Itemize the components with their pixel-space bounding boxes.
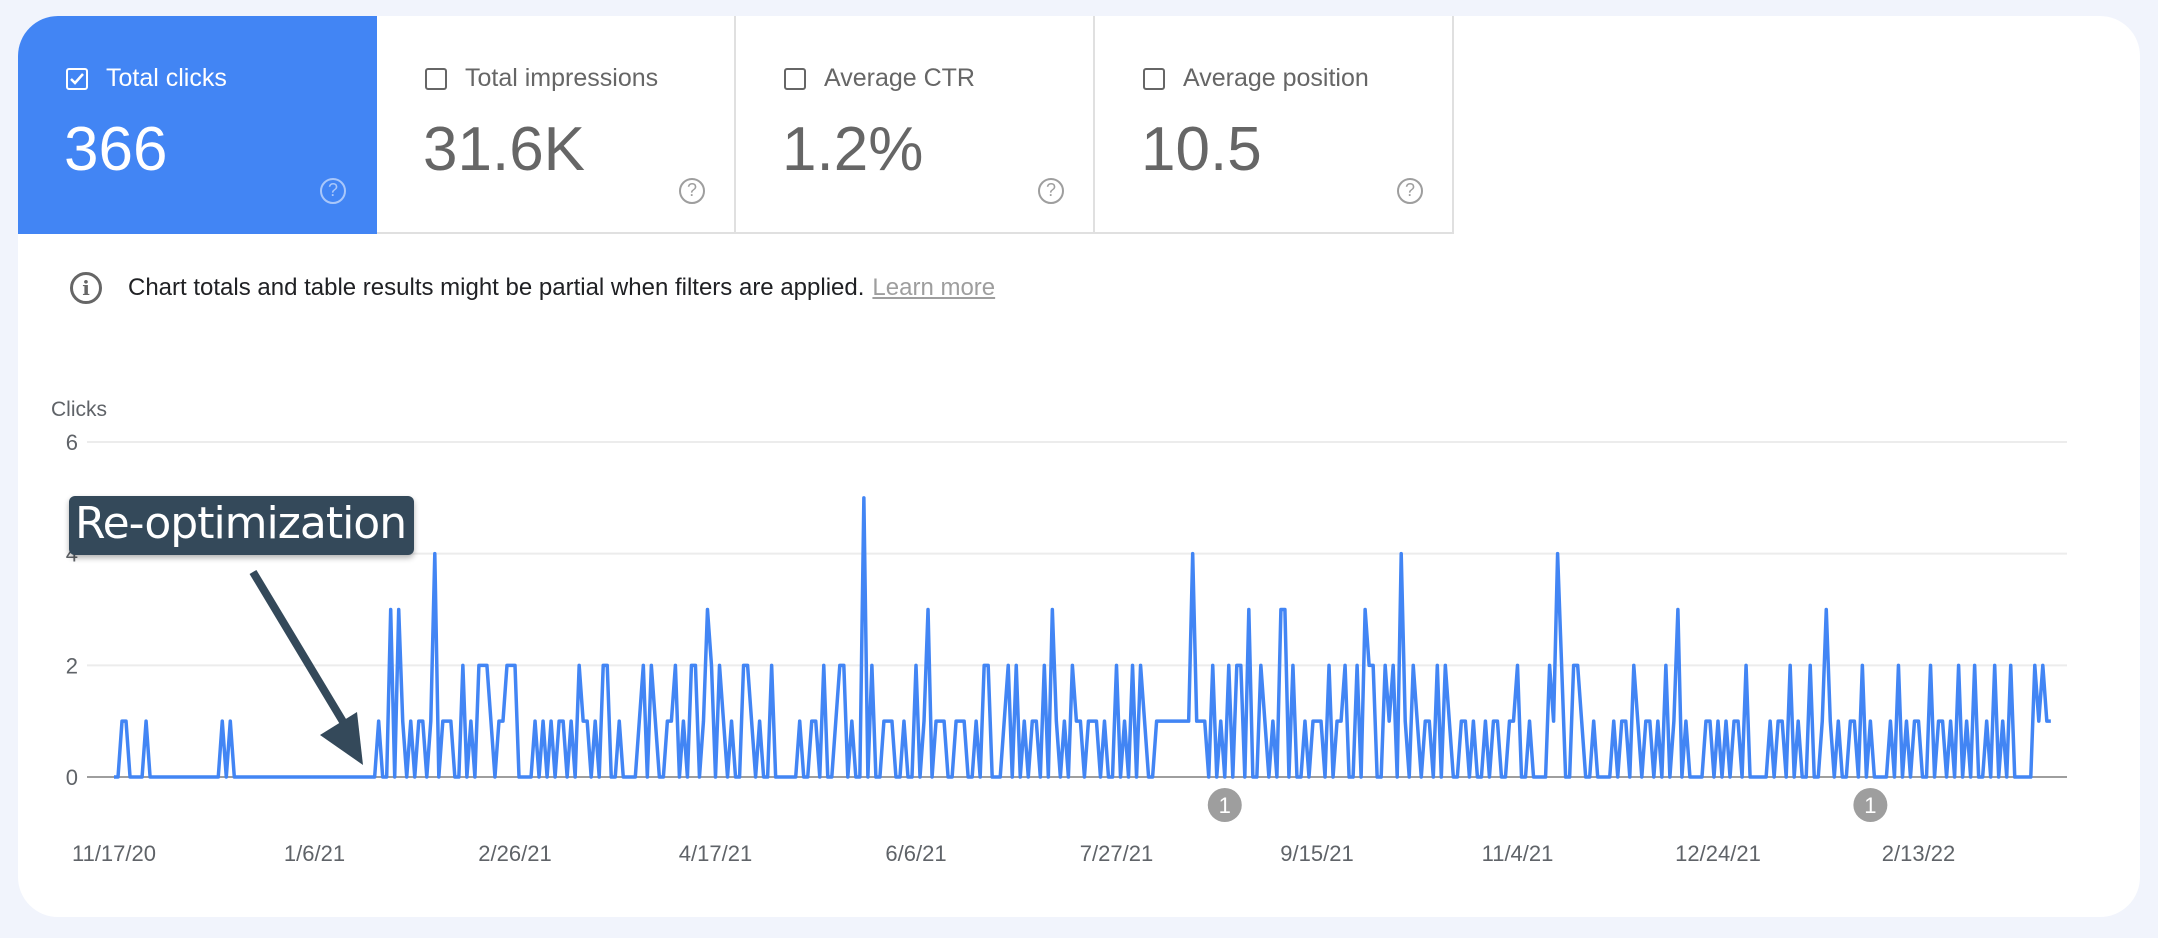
checkbox[interactable] xyxy=(425,68,447,90)
x-tick-label: 12/24/21 xyxy=(1675,841,1761,866)
metric-tile-total-clicks[interactable]: Total clicks 366 ? xyxy=(18,16,377,234)
notice-text: Chart totals and table results might be … xyxy=(128,274,865,301)
x-tick-label: 6/6/21 xyxy=(885,841,946,866)
x-tick-label: 11/4/21 xyxy=(1482,841,1554,866)
checkbox[interactable] xyxy=(1143,68,1165,90)
y-tick-label: 0 xyxy=(66,765,78,790)
x-tick-label: 4/17/21 xyxy=(679,841,752,866)
checkbox[interactable] xyxy=(66,68,88,90)
y-tick-label: 2 xyxy=(66,653,78,678)
metric-tile-average-position[interactable]: Average position 10.5 ? xyxy=(1095,16,1454,234)
annotation-marker-label: 1 xyxy=(1219,793,1231,818)
help-icon[interactable]: ? xyxy=(320,178,346,204)
annotation-arrow-shaft xyxy=(249,569,349,728)
x-tick-label: 1/6/21 xyxy=(284,841,345,866)
help-icon[interactable]: ? xyxy=(1397,178,1423,204)
metric-tiles: Total clicks 366 ? Total impressions 31.… xyxy=(18,16,1454,234)
metric-label: Total impressions xyxy=(465,64,659,92)
learn-more-link[interactable]: Learn more xyxy=(872,274,996,301)
help-icon[interactable]: ? xyxy=(1038,178,1064,204)
x-tick-label: 11/17/20 xyxy=(72,841,156,866)
check-icon xyxy=(70,73,84,85)
metric-label: Average position xyxy=(1183,64,1369,92)
x-tick-label: 7/27/21 xyxy=(1080,841,1153,866)
metric-tile-average-ctr[interactable]: Average CTR 1.2% ? xyxy=(736,16,1095,234)
x-tick-label: 2/26/21 xyxy=(478,841,551,866)
annotation-marker xyxy=(1207,788,1242,822)
metric-label: Total clicks xyxy=(106,64,227,92)
annotation-marker xyxy=(1853,788,1888,822)
info-icon: i xyxy=(70,272,102,304)
metric-value: 31.6K xyxy=(423,115,586,184)
checkbox[interactable] xyxy=(784,68,806,90)
performance-card: Total clicks 366 ? Total impressions 31.… xyxy=(18,16,2140,917)
metric-value: 10.5 xyxy=(1141,115,1262,184)
metric-value: 1.2% xyxy=(782,115,924,184)
x-tick-label: 2/13/22 xyxy=(1882,841,1955,866)
y-axis-label: Clicks xyxy=(51,398,107,421)
annotation-marker-label: 1 xyxy=(1864,793,1876,818)
x-tick-label: 9/15/21 xyxy=(1280,841,1353,866)
annotation-arrow-head xyxy=(320,712,363,765)
clicks-series-line xyxy=(114,496,2051,779)
reoptimization-annotation: Re-optimization xyxy=(69,496,414,555)
y-tick-label: 6 xyxy=(66,430,78,455)
metric-tile-total-impressions[interactable]: Total impressions 31.6K ? xyxy=(377,16,736,234)
metric-label: Average CTR xyxy=(824,64,975,92)
metric-value: 366 xyxy=(64,115,168,184)
help-icon[interactable]: ? xyxy=(679,178,705,204)
partial-data-notice: i Chart totals and table results might b… xyxy=(70,272,995,304)
